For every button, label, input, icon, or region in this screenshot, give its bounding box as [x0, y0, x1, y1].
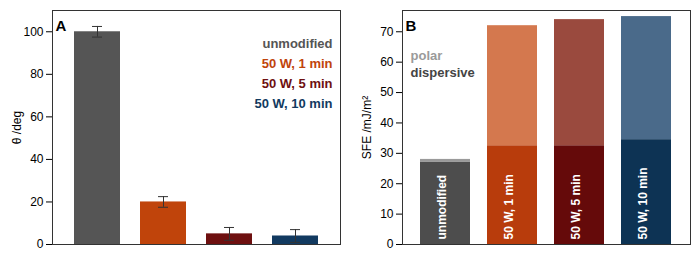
- svg-text:40: 40: [380, 116, 394, 130]
- svg-text:30: 30: [380, 146, 394, 160]
- svg-text:50 W, 10 min: 50 W, 10 min: [254, 96, 332, 111]
- svg-text:50 W, 5 min: 50 W, 5 min: [262, 76, 333, 91]
- svg-text:A: A: [56, 17, 67, 34]
- svg-text:20: 20: [380, 177, 394, 191]
- svg-text:10: 10: [380, 207, 394, 221]
- svg-text:dispersive: dispersive: [411, 65, 475, 80]
- svg-text:50 W, 5 min: 50 W, 5 min: [569, 174, 583, 239]
- svg-text:B: B: [406, 17, 417, 34]
- svg-text:SFE /mJ/m²: SFE /mJ/m²: [360, 96, 374, 159]
- svg-text:40: 40: [30, 152, 44, 166]
- svg-text:unmodified: unmodified: [435, 175, 449, 240]
- svg-text:polar: polar: [411, 48, 443, 63]
- svg-text:80: 80: [30, 67, 44, 81]
- svg-text:0: 0: [37, 237, 44, 251]
- svg-text:70: 70: [380, 25, 394, 39]
- svg-text:0: 0: [387, 237, 394, 251]
- svg-text:unmodified: unmodified: [262, 36, 332, 51]
- svg-text:20: 20: [30, 195, 44, 209]
- svg-text:100: 100: [23, 25, 43, 39]
- svg-text:60: 60: [30, 110, 44, 124]
- svg-text:50 W, 1 min: 50 W, 1 min: [502, 174, 516, 239]
- svg-text:50 W, 10 min: 50 W, 10 min: [636, 167, 650, 239]
- svg-text:θ /deg: θ /deg: [10, 111, 24, 144]
- svg-text:50 W, 1 min: 50 W, 1 min: [262, 56, 333, 71]
- svg-text:50: 50: [380, 85, 394, 99]
- svg-text:60: 60: [380, 55, 394, 69]
